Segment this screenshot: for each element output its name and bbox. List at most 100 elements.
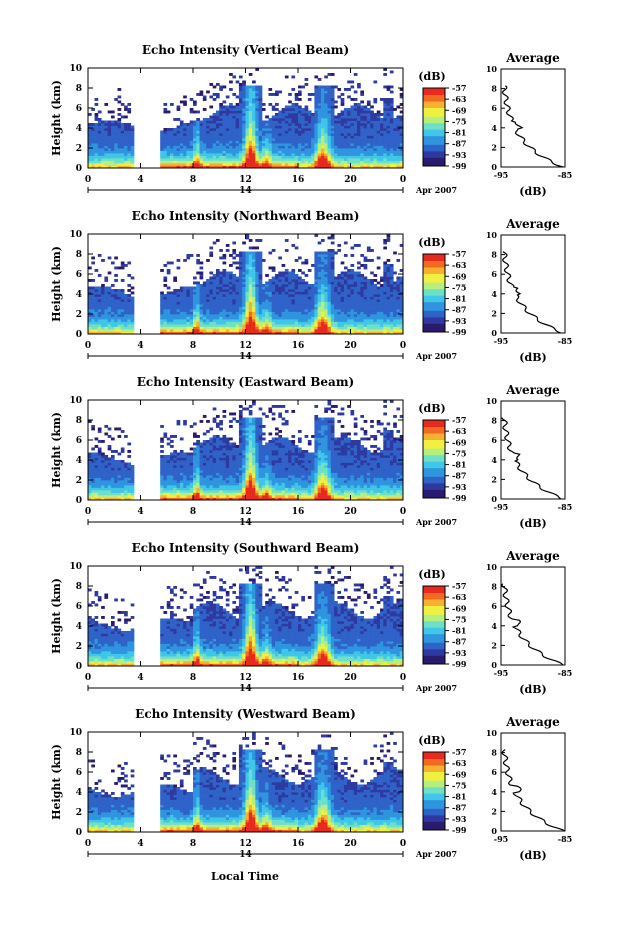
heatmap-cell	[386, 140, 391, 144]
heatmap-cell	[196, 301, 200, 305]
heatmap-cell	[209, 306, 214, 310]
heatmap-cell	[284, 143, 289, 146]
heatmap-cell	[271, 291, 276, 295]
heatmap-cell	[114, 274, 118, 277]
heatmap-cell	[209, 304, 214, 307]
heatmap-cell	[206, 279, 210, 282]
heatmap-cell	[101, 296, 105, 300]
heatmap-cell	[235, 148, 240, 151]
heatmap-cell	[252, 153, 256, 156]
colorbar-segment	[423, 267, 445, 270]
heatmap-cell	[307, 115, 312, 119]
heatmap-cell	[330, 234, 335, 237]
heatmap-cell	[209, 276, 214, 280]
heatmap-cell	[320, 324, 325, 327]
heatmap-cell	[261, 309, 266, 312]
heatmap-cell	[91, 296, 95, 300]
heatmap-cell	[350, 254, 355, 257]
heatmap-cell	[294, 301, 299, 305]
heatmap-cell	[238, 150, 243, 154]
heatmap-cell	[193, 153, 197, 156]
heatmap-cell	[360, 153, 365, 156]
chart-panel-1: Echo Intensity (Vertical Beam)0246810Hei…	[50, 43, 572, 198]
heatmap-cell	[235, 153, 240, 156]
heatmap-cell	[353, 160, 358, 164]
heatmap-cell	[183, 311, 187, 315]
heatmap-cell	[370, 130, 374, 134]
heatmap-cell	[238, 160, 243, 164]
heatmap-cell	[399, 93, 404, 96]
heatmap-cell	[334, 145, 338, 149]
heatmap-cell	[311, 294, 315, 297]
heatmap-cell	[206, 259, 210, 262]
heatmap-cell	[363, 329, 368, 332]
heatmap-cell	[389, 145, 394, 149]
colorbar-segment	[423, 303, 445, 307]
heatmap-cell	[183, 309, 187, 312]
heatmap-cell	[347, 148, 351, 151]
heatmap-cell	[232, 118, 237, 121]
heatmap-cell	[183, 130, 187, 134]
heatmap-cell	[232, 130, 237, 134]
heatmap-cell	[232, 299, 237, 302]
heatmap-cell	[383, 324, 387, 327]
heatmap-cell	[245, 329, 250, 332]
heatmap-cell	[179, 100, 184, 104]
heatmap-cell	[91, 299, 95, 302]
heatmap-cell	[324, 118, 328, 121]
heatmap-cell	[215, 284, 220, 287]
heatmap-cell	[294, 155, 299, 159]
heatmap-cell	[258, 254, 263, 257]
heatmap-cell	[124, 467, 128, 471]
heatmap-cell	[353, 98, 358, 101]
heatmap-cell	[120, 148, 125, 151]
heatmap-cell	[163, 492, 168, 496]
heatmap-cell	[281, 276, 286, 280]
heatmap-cell	[97, 145, 102, 149]
heatmap-cell	[291, 324, 296, 327]
heatmap-cell	[288, 165, 292, 169]
heatmap-cell	[97, 452, 102, 456]
heatmap-cell	[120, 492, 125, 496]
heatmap-cell	[245, 120, 250, 124]
heatmap-cell	[104, 128, 109, 131]
heatmap-cell	[212, 135, 217, 139]
heatmap-cell	[225, 244, 230, 247]
heatmap-cell	[396, 150, 401, 154]
heatmap-cell	[278, 133, 282, 136]
heatmap-cell	[340, 113, 345, 116]
heatmap-cell	[327, 269, 332, 272]
heatmap-cell	[248, 284, 253, 287]
heatmap-cell	[330, 108, 335, 111]
heatmap-cell	[117, 135, 122, 139]
heatmap-cell	[294, 145, 299, 149]
heatmap-cell	[179, 294, 184, 297]
heatmap-cell	[186, 145, 191, 149]
heatmap-cell	[307, 289, 312, 292]
heatmap-cell	[206, 148, 210, 151]
heatmap-cell	[252, 138, 256, 141]
heatmap-cell	[370, 291, 374, 295]
heatmap-cell	[376, 314, 381, 317]
heatmap-cell	[383, 304, 387, 307]
heatmap-cell	[288, 291, 292, 295]
heatmap-cell	[232, 93, 237, 96]
heatmap-cell	[176, 125, 181, 129]
heatmap-cell	[97, 487, 102, 491]
heatmap-cell	[294, 118, 299, 121]
colorbar-segment	[423, 316, 445, 320]
heatmap-cell	[376, 311, 381, 315]
heatmap-cell	[235, 321, 240, 325]
heatmap-cell	[101, 291, 105, 295]
heatmap-cell	[396, 326, 401, 330]
heatmap-cell	[212, 276, 217, 280]
heatmap-cell	[324, 284, 328, 287]
heatmap-cell	[130, 145, 135, 149]
heatmap-cell	[271, 329, 276, 332]
heatmap-cell	[301, 85, 305, 89]
heatmap-cell	[238, 301, 243, 305]
heatmap-cell	[107, 150, 112, 154]
heatmap-cell	[370, 316, 374, 320]
heatmap-cell	[389, 276, 394, 280]
heatmap-cell	[107, 123, 112, 126]
